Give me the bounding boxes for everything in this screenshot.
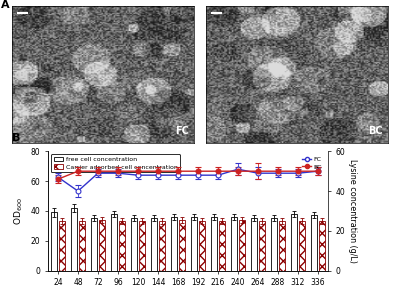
Bar: [239, 220, 245, 271]
Text: B: B: [12, 133, 20, 143]
Bar: [111, 214, 117, 271]
Text: BC: BC: [368, 126, 382, 136]
Legend: FC, BC: FC, BC: [300, 155, 325, 172]
Bar: [179, 220, 185, 271]
Bar: [291, 214, 297, 271]
Bar: [311, 215, 317, 271]
Bar: [139, 221, 145, 271]
Bar: [299, 221, 305, 271]
Bar: [159, 221, 165, 271]
Bar: [151, 219, 157, 271]
Text: FC: FC: [175, 126, 188, 136]
Bar: [131, 219, 137, 271]
Bar: [251, 219, 257, 271]
Bar: [71, 208, 77, 271]
Bar: [191, 217, 197, 271]
Bar: [259, 221, 265, 271]
Bar: [319, 221, 325, 271]
Bar: [271, 219, 277, 271]
Bar: [99, 220, 105, 271]
Y-axis label: Lysine concentration (g/L): Lysine concentration (g/L): [348, 159, 357, 263]
Bar: [119, 221, 125, 271]
Bar: [219, 221, 225, 271]
Bar: [231, 217, 237, 271]
Bar: [171, 217, 177, 271]
Bar: [59, 221, 65, 271]
Bar: [51, 212, 57, 271]
Legend: free cell concentration, Carrier adsorbed cell concentration: free cell concentration, Carrier adsorbe…: [51, 155, 180, 172]
Bar: [199, 221, 205, 271]
Y-axis label: OD$_{600}$: OD$_{600}$: [12, 197, 25, 225]
Bar: [79, 221, 85, 271]
Text: A: A: [1, 0, 10, 10]
Bar: [279, 221, 285, 271]
Bar: [211, 217, 217, 271]
Bar: [91, 219, 97, 271]
